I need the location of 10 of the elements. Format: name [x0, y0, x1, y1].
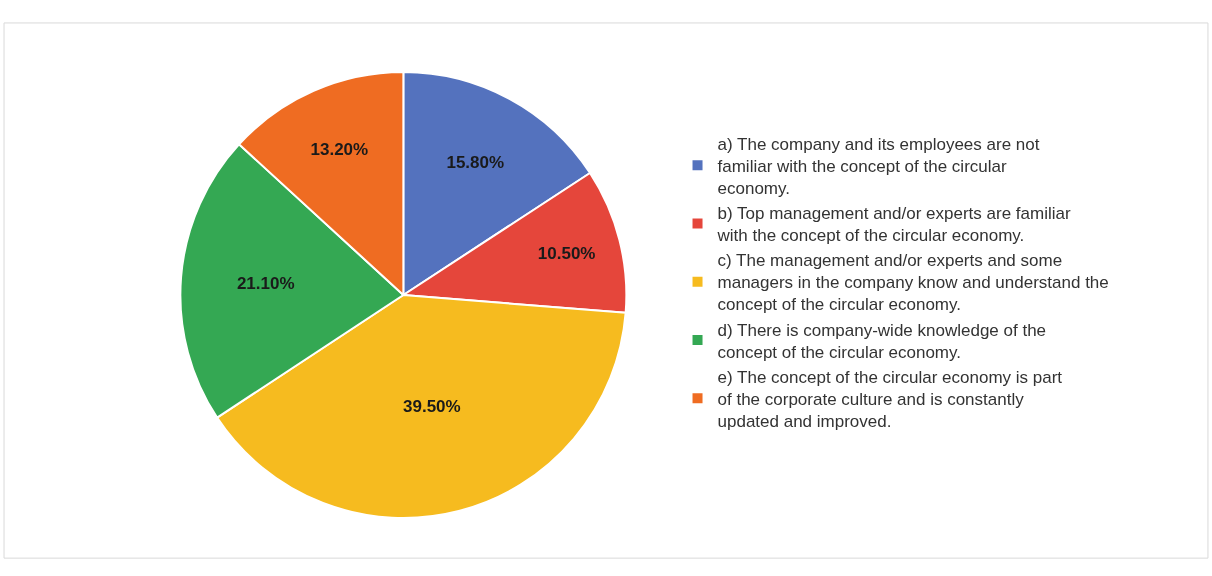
- legend-label: b) Top management and/or experts are familiar with the concept of the circular economy.: [716, 204, 1071, 246]
- data-label: 21.10%: [236, 274, 295, 294]
- data-label: 10.50%: [537, 243, 596, 263]
- legend-label: a) The company and its employees are not familiar with the concept of the circular economy.: [717, 134, 1040, 198]
- legend-label: e) The concept of the circular economy is part of the corporate culture and is constantly updated and improved.: [717, 367, 1063, 431]
- legend-label: d) There is company-wide knowledge of the concept of the circular economy.: [717, 320, 1047, 362]
- data-label: 13.20%: [310, 139, 369, 159]
- legend-label: c) The management and/or experts and some managers in the company know and understand the concept of the circular economy.: [717, 251, 1109, 315]
- data-label: 15.80%: [446, 152, 505, 172]
- data-label: 39.50%: [403, 396, 461, 416]
